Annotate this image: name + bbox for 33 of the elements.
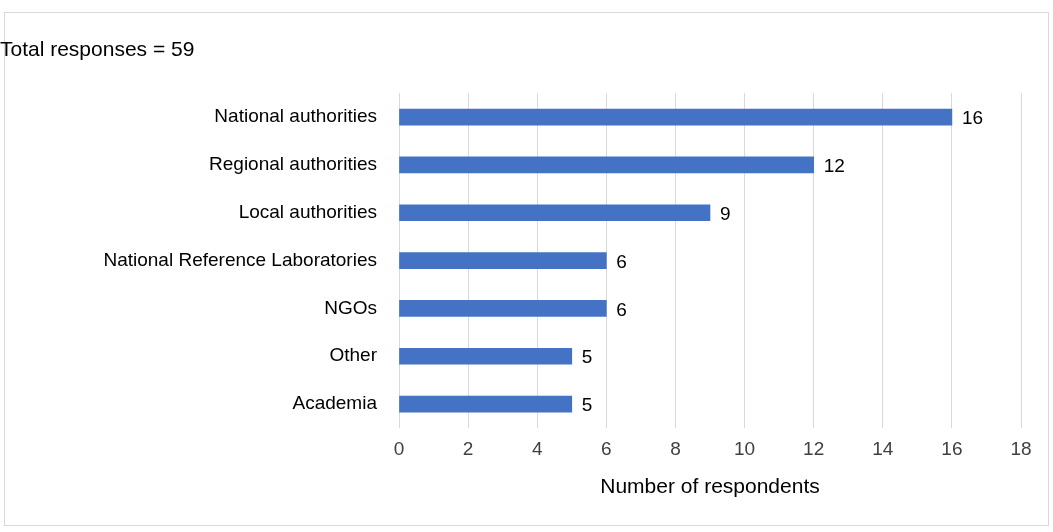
y-tick-label: Local authorities bbox=[238, 201, 377, 223]
y-tick-label: Regional authorities bbox=[209, 153, 377, 175]
data-label: 12 bbox=[823, 155, 845, 177]
x-tick-label: 4 bbox=[531, 437, 543, 459]
x-tick-label: 0 bbox=[393, 437, 405, 459]
y-tick-label: Academia bbox=[292, 392, 378, 414]
x-tick-label: 14 bbox=[872, 437, 894, 459]
y-tick-label: Other bbox=[329, 344, 378, 366]
y-tick-label: NGOs bbox=[324, 296, 377, 318]
x-tick-label: 10 bbox=[733, 437, 756, 459]
y-tick-label: National Reference Laboratories bbox=[103, 248, 377, 270]
x-tick-label: 8 bbox=[670, 437, 681, 459]
x-tick-label: 12 bbox=[803, 437, 825, 459]
y-tick-label: National authorities bbox=[214, 105, 377, 127]
bar bbox=[399, 252, 607, 269]
bar bbox=[399, 204, 711, 222]
data-label: 5 bbox=[581, 394, 593, 416]
data-label: 5 bbox=[581, 346, 593, 368]
text: Total responses = 59 bbox=[0, 37, 195, 61]
x-tick-label: 2 bbox=[462, 437, 474, 459]
x-tick-label: 18 bbox=[1010, 437, 1032, 459]
bar bbox=[399, 395, 573, 413]
data-label: 6 bbox=[616, 250, 627, 272]
data-label: 16 bbox=[961, 107, 984, 129]
bar bbox=[399, 156, 814, 174]
bar bbox=[399, 300, 607, 317]
data-label: 6 bbox=[616, 298, 627, 320]
x-tick-label: 6 bbox=[601, 437, 612, 459]
bar bbox=[399, 108, 953, 126]
x-tick-label: 16 bbox=[941, 437, 963, 459]
data-label: 9 bbox=[720, 203, 731, 225]
x-axis-title: Number of respondents bbox=[600, 474, 820, 498]
bar bbox=[399, 347, 573, 365]
